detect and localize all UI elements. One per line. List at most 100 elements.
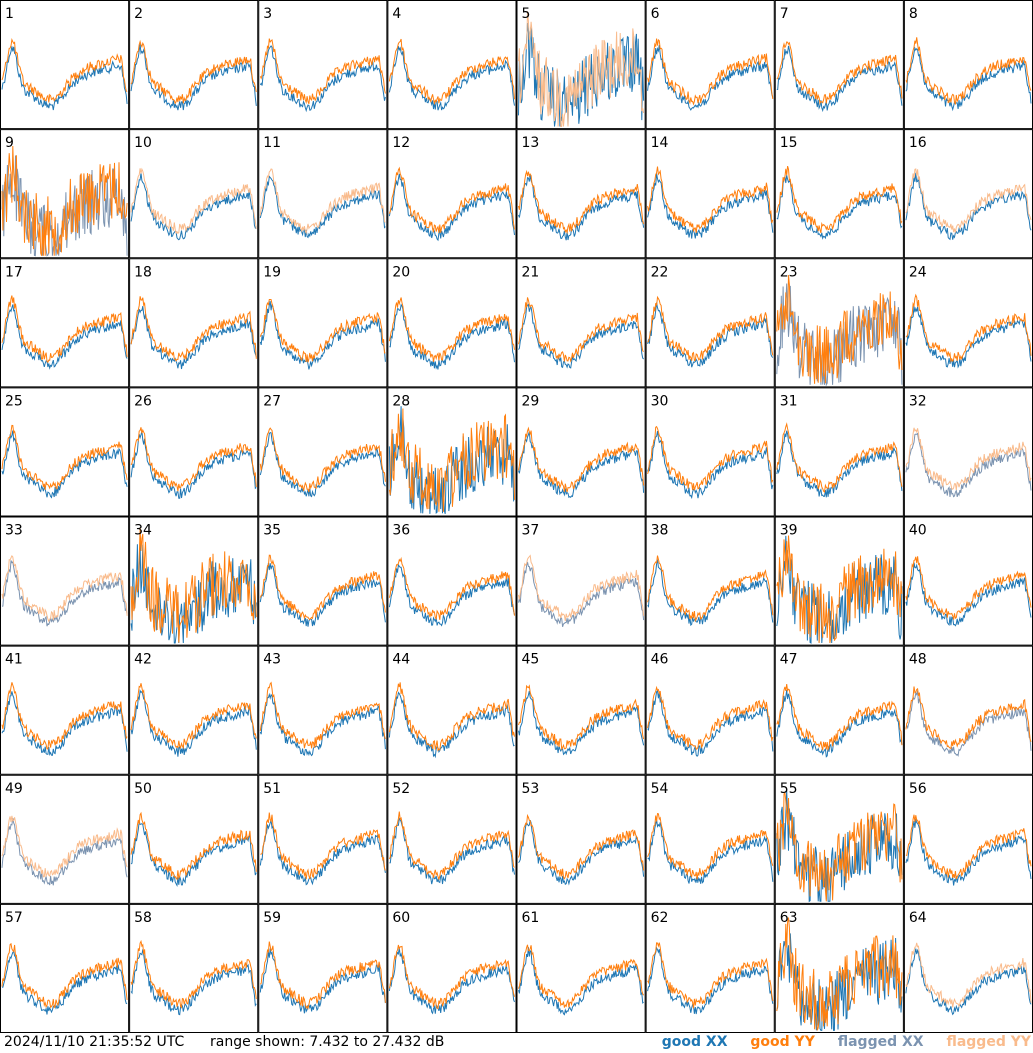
panel-frame (258, 516, 388, 646)
panel-frame (0, 774, 130, 904)
series-yy-19 (259, 299, 386, 363)
panel-frame (774, 516, 904, 646)
panel-63: 63 (774, 903, 904, 1033)
panel-label: 35 (263, 523, 281, 539)
series-yy-44 (388, 682, 515, 752)
series-xx-25 (1, 430, 128, 499)
series-xx-50 (130, 820, 257, 887)
panel-label: 15 (780, 135, 798, 151)
panel-29: 29 (516, 387, 646, 517)
panel-31: 31 (774, 387, 904, 517)
series-yy-59 (259, 941, 386, 1011)
panel-53: 53 (516, 774, 646, 904)
panel-frame (258, 387, 388, 517)
panel-frame (387, 0, 517, 130)
panel-38: 38 (645, 516, 775, 646)
panel-frame (0, 387, 130, 517)
panel-label: 33 (5, 523, 23, 539)
series-xx-30 (647, 431, 774, 500)
series-yy-12 (388, 166, 515, 233)
panel-label: 51 (263, 781, 281, 797)
panel-label: 9 (5, 135, 14, 151)
panel-64: 64 (903, 903, 1033, 1033)
legend-good-xx: good XX (661, 1034, 728, 1050)
panel-frame (258, 903, 388, 1033)
panel-label: 48 (909, 652, 927, 668)
panel-5: 5 (516, 0, 646, 130)
series-yy-25 (1, 424, 128, 490)
series-xx-63 (776, 933, 903, 1031)
panel-label: 1 (5, 6, 14, 22)
series-xx-22 (647, 302, 774, 368)
series-xx-20 (389, 303, 515, 370)
panel-frame (516, 516, 646, 646)
panel-label: 60 (392, 910, 410, 926)
panel-label: 58 (134, 910, 152, 926)
panel-label: 24 (909, 264, 927, 280)
series-yy-45 (518, 684, 645, 751)
series-yy-55 (776, 791, 903, 902)
panel-frame (387, 645, 517, 775)
series-yy-51 (260, 812, 386, 880)
panel-label: 31 (780, 393, 798, 409)
panel-14: 14 (645, 129, 775, 259)
series-yy-30 (647, 425, 774, 491)
panel-frame (645, 903, 775, 1033)
series-xx-11 (259, 175, 386, 239)
series-yy-8 (905, 37, 1032, 105)
series-yy-21 (518, 297, 644, 363)
series-xx-61 (518, 947, 644, 1016)
series-yy-54 (647, 812, 774, 880)
panel-label: 56 (909, 781, 927, 797)
series-xx-49 (1, 818, 128, 886)
series-yy-16 (905, 168, 1032, 233)
series-yy-22 (647, 295, 774, 362)
series-yy-53 (518, 813, 645, 880)
panel-label: 62 (651, 910, 669, 926)
panel-frame (387, 516, 517, 646)
series-xx-42 (130, 689, 257, 757)
panel-59: 59 (258, 903, 388, 1033)
series-xx-48 (905, 690, 1032, 757)
panel-label: 8 (909, 6, 918, 22)
panel-22: 22 (645, 258, 775, 388)
panel-8: 8 (903, 0, 1033, 130)
panel-frame (129, 645, 259, 775)
panel-frame (516, 129, 646, 259)
panel-label: 14 (651, 135, 669, 151)
series-xx-33 (1, 560, 128, 627)
panel-frame (645, 0, 775, 130)
timestamp: 2024/11/10 21:35:52 UTC (4, 1034, 185, 1050)
panel-2: 2 (129, 0, 259, 130)
panel-frame (129, 129, 259, 259)
panel-frame (774, 645, 904, 775)
panel-label: 52 (392, 781, 410, 797)
panel-13: 13 (516, 129, 646, 259)
series-xx-47 (776, 689, 903, 758)
panel-frame (0, 129, 130, 259)
panel-label: 4 (392, 6, 401, 22)
series-yy-48 (905, 686, 1032, 750)
series-xx-8 (905, 46, 1032, 112)
panel-33: 33 (0, 516, 130, 646)
panel-frame (645, 774, 775, 904)
series-xx-19 (259, 301, 386, 370)
panel-frame (387, 258, 517, 388)
panel-36: 36 (387, 516, 517, 646)
panel-44: 44 (387, 645, 517, 775)
panel-frame (645, 129, 775, 259)
panel-label: 45 (522, 652, 540, 668)
legend-flagged-yy: flagged YY (946, 1034, 1031, 1050)
series-yy-33 (1, 554, 128, 623)
panel-frame (516, 645, 646, 775)
series-yy-37 (518, 554, 645, 622)
panel-label: 49 (5, 781, 23, 797)
series-yy-31 (776, 422, 903, 493)
panel-label: 57 (5, 910, 23, 926)
panel-32: 32 (903, 387, 1033, 517)
panel-label: 22 (651, 264, 669, 280)
panel-54: 54 (645, 774, 775, 904)
panel-frame (129, 774, 259, 904)
panel-23: 23 (774, 258, 904, 388)
